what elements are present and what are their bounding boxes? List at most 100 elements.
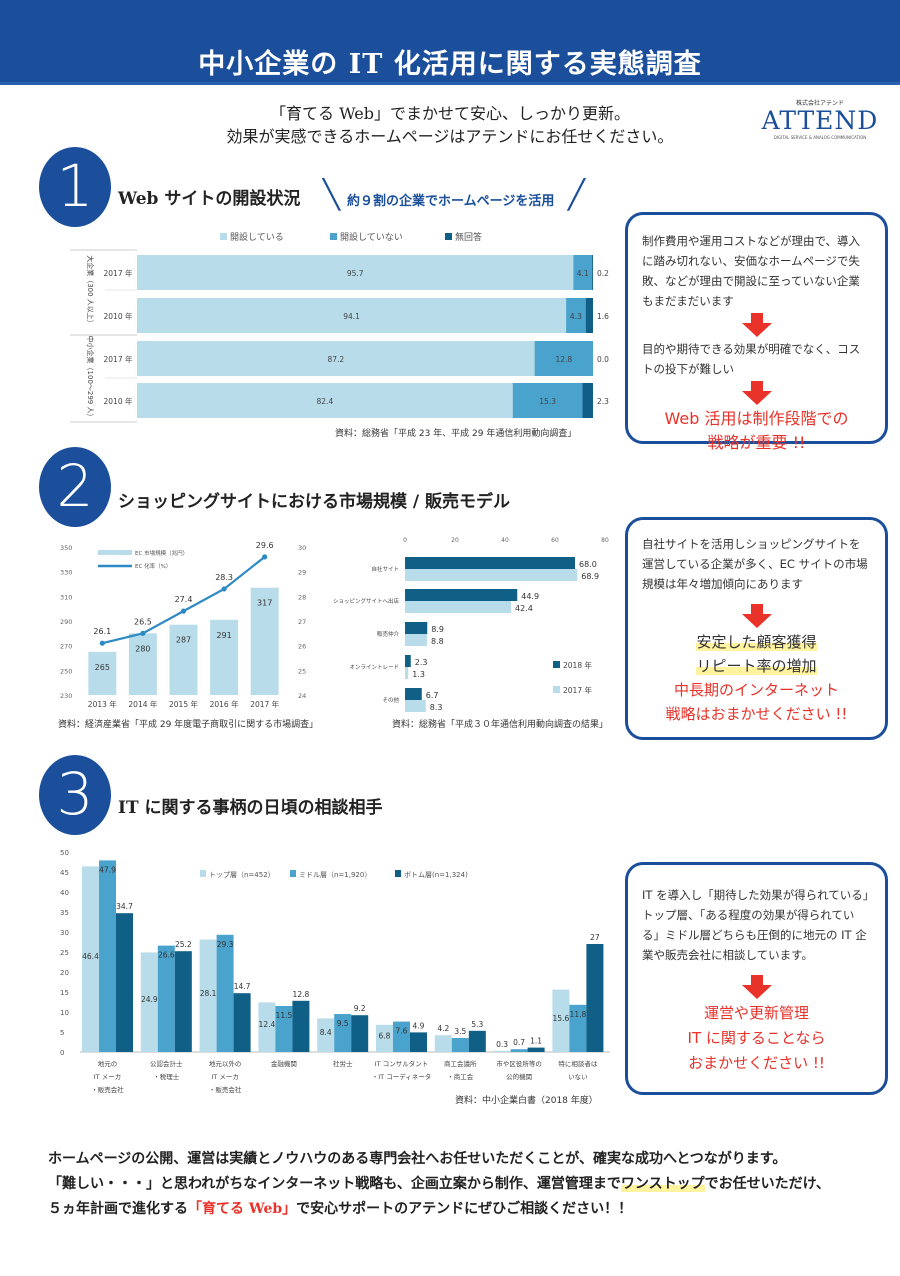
bar-value-label: 9.5 [337, 1019, 349, 1028]
bar-value-label: 287 [176, 636, 191, 645]
category-label: IT メーカ [94, 1073, 121, 1081]
down-arrow-icon [741, 975, 772, 999]
bar-value-label: 46.4 [82, 952, 99, 961]
line-point [140, 630, 146, 636]
bar [210, 619, 239, 695]
legend-label: 開設している [230, 231, 284, 243]
bar-value-label: 1.1 [530, 1037, 542, 1046]
bar [157, 945, 175, 1052]
bar-segment [534, 341, 593, 376]
category-label: 販売仲介 [377, 630, 400, 638]
y-right-tick: 27 [298, 618, 306, 626]
bar-value-label: 47.9 [99, 865, 116, 874]
bar-value-label: 2.3 [415, 658, 428, 667]
bar [351, 1015, 369, 1052]
category-label: 金融機関 [271, 1059, 297, 1068]
callout2-highlight-1: 安定した顧客獲得 [696, 633, 817, 651]
category-label: 特に相談者は [558, 1059, 598, 1068]
legend-label: 2017 年 [563, 685, 592, 695]
y-tick: 5 [60, 1029, 64, 1037]
attend-logo: 株式会社アテンド ATTEND DIGITAL SERVICE & ANALOG… [755, 98, 885, 140]
x-tick: 40 [501, 537, 509, 544]
y-left-tick: 230 [60, 692, 72, 700]
bar-value-label: 68.0 [579, 560, 597, 569]
category-label: IT メーカ [211, 1073, 238, 1081]
bar-value-label: 12.4 [259, 1020, 276, 1029]
bar-value-label: 12.8 [293, 990, 310, 999]
bar-segment [566, 298, 586, 333]
legend-label: 2018 年 [563, 660, 592, 670]
section2-title: ショッピングサイトにおける市場規模 / 販売モデル [118, 492, 511, 512]
bar-value-label: 24.9 [141, 995, 158, 1004]
callout3-conclusion-1: 運営や更新管理 [703, 1004, 809, 1022]
x-tick: 80 [601, 537, 609, 544]
bar-value-label: 4.1 [577, 269, 589, 278]
bar [405, 634, 427, 646]
category-label: ・商工会 [447, 1072, 474, 1081]
bar-value-label: 12.8 [555, 355, 572, 364]
section1-callout: 制作費用や運用コストなどが理由で、導入に踏み切れない、安価なホームページで失敗、… [625, 212, 888, 452]
bar-value-label: 8.9 [431, 625, 444, 634]
bar-value-label: 6.7 [426, 691, 439, 700]
legend-label: ミドル層（n=1,920） [299, 871, 371, 879]
y-tick: 25 [60, 949, 69, 957]
section3-title: IT に関する事柄の日頃の相談相手 [118, 798, 383, 818]
category-label: ・販売会社 [91, 1085, 124, 1094]
bar-value-label: 7.6 [396, 1027, 408, 1036]
row-label: 2010 年 [104, 311, 133, 321]
bar [405, 688, 422, 700]
bar-value-label: 8.3 [430, 703, 443, 712]
bar [527, 1047, 545, 1052]
legend-swatch [553, 686, 560, 693]
bar-value-label: 44.9 [521, 592, 539, 601]
line-point [180, 608, 187, 614]
y-left-tick: 330 [60, 569, 72, 577]
y-tick: 30 [60, 929, 69, 937]
category-label: 市や区役所等の [496, 1059, 542, 1068]
bar-value-label: 15.3 [539, 397, 556, 406]
callout1-conclusion-2: 戦略が重要 !! [707, 433, 806, 452]
category-label: ショッピングサイトへ出店 [333, 597, 400, 605]
footer-sodateru-web: 「育てる Web」 [188, 1201, 297, 1217]
legend-swatch [553, 661, 560, 668]
bar [493, 1050, 511, 1052]
y-left-tick: 290 [60, 618, 72, 626]
logo-kana: 株式会社アテンド [795, 100, 844, 107]
group-label: 大企業（300 人以上） [86, 255, 95, 327]
bar [82, 866, 99, 1052]
line-value-label: 28.3 [215, 573, 233, 582]
footer-line-3a: ５ヵ年計画で進化する [48, 1201, 188, 1217]
bar-value-label: 87.2 [327, 355, 344, 364]
bar [140, 952, 158, 1052]
bar [405, 601, 511, 613]
legend-swatch [395, 870, 401, 877]
category-label: 商工会議所 [444, 1059, 477, 1068]
section3-source: 資料：中小企業白書（2018 年度） [455, 1096, 598, 1106]
legend-label: EC 化率（%） [135, 562, 171, 570]
x-tick-label: 2015 年 [169, 699, 198, 709]
header-banner: 中小企業の IT 化活用に関する実態調査 [0, 0, 900, 85]
bar-segment [137, 298, 567, 333]
bar [258, 1002, 276, 1052]
bar [405, 569, 578, 581]
category-label: その他 [382, 696, 399, 704]
y-right-tick: 24 [298, 692, 306, 700]
bar-value-label: 291 [216, 631, 231, 640]
bar [569, 1004, 587, 1052]
category-label: IT コンサルタント [375, 1059, 428, 1068]
callout2-highlight-2: リピート率の増加 [696, 657, 817, 675]
footer-line-2c: でお任せいただけ、 [704, 1176, 830, 1192]
callout1-conclusion-1: Web 活用は制作段階での [664, 409, 849, 428]
legend-swatch [290, 870, 296, 877]
footer-line-2a: 「難しい・・・」と思われがちなインターネット戦略も、企画立案から制作、運営管理ま… [48, 1176, 621, 1192]
footer-onestop: ワンストップ [620, 1176, 705, 1192]
callout3-text: IT を導入し「期待した効果が得られている」トップ層、「ある程度の効果が得られて… [642, 888, 869, 962]
category-label: 公的機関 [506, 1072, 532, 1081]
bar-segment [592, 255, 593, 290]
legend-swatch [98, 550, 132, 555]
y-right-tick: 29 [298, 569, 306, 577]
bar-value-label: 95.7 [347, 269, 364, 278]
bar-value-label: 9.2 [354, 1004, 366, 1013]
bar-segment [137, 383, 513, 418]
